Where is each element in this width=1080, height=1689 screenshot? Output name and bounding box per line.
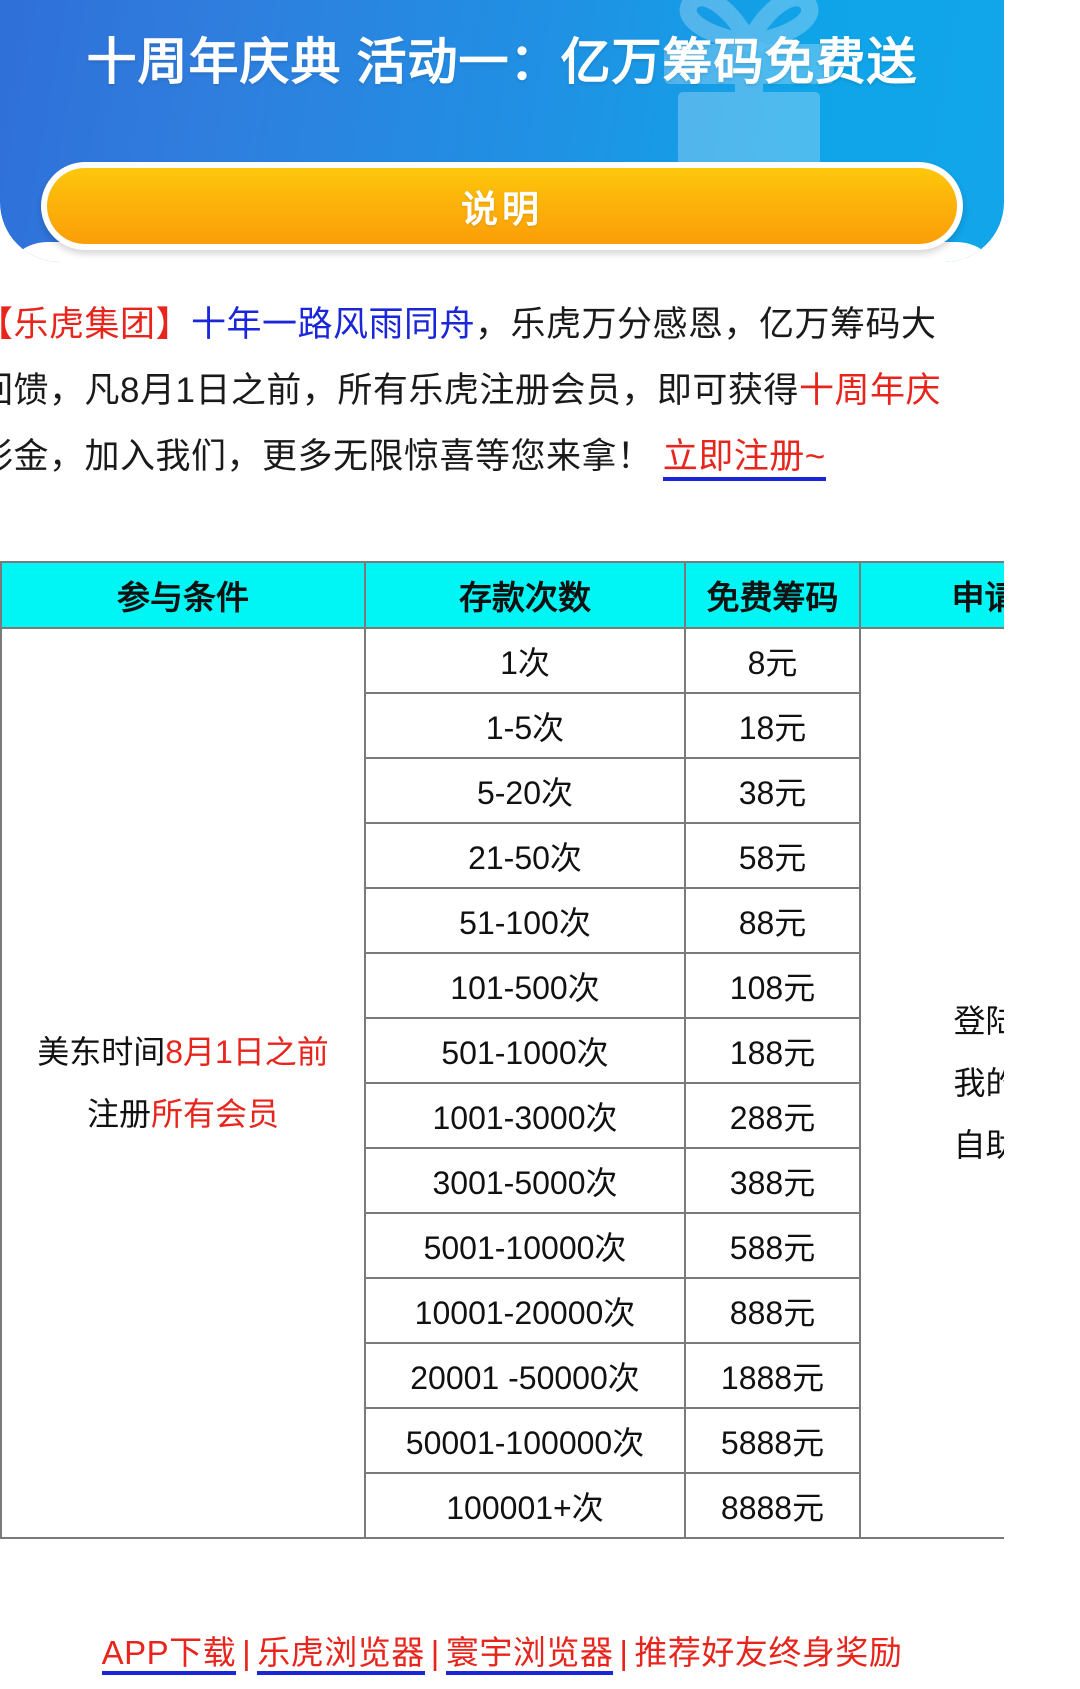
explain-button-frame: 说明 bbox=[41, 162, 963, 250]
page-title: 十周年庆典 活动一：亿万筹码免费送 bbox=[86, 34, 918, 90]
table-row: 100001+次 8888元 bbox=[1, 1472, 1004, 1539]
cell-free-chips: 5888元 bbox=[684, 1407, 861, 1474]
cell-deposit-count: 21-50次 bbox=[364, 822, 686, 889]
th-deposit-count: 存款次数 bbox=[364, 561, 686, 629]
table-row: 3001-5000次 388元 bbox=[1, 1147, 1004, 1214]
table-row: 美东时间8月1日之前注册所有会员1次8元登陆账户我的优惠自助提交 bbox=[0, 627, 1004, 1539]
table-row: 501-1000次 188元 bbox=[1, 1017, 1004, 1084]
cell-free-chips: 58元 bbox=[684, 822, 861, 889]
cell-free-chips: 18元 bbox=[684, 692, 861, 759]
cell-deposit-count: 10001-20000次 bbox=[364, 1277, 686, 1344]
cell-deposit-count: 1-5次 bbox=[364, 692, 686, 759]
table-row: 1001-3000次 288元 bbox=[1, 1082, 1004, 1149]
promo-description: 【乐虎集团】十年一路风雨同舟，乐虎万分感恩，亿万筹码大 回馈，凡8月1日之前，所… bbox=[0, 292, 1004, 490]
cell-free-chips: 1888元 bbox=[684, 1342, 861, 1409]
condition-deadline: 8月1日之前 bbox=[165, 1034, 329, 1070]
cell-deposit-count: 50001-100000次 bbox=[364, 1407, 686, 1474]
bonus-table: 参与条件 存款次数 免费筹码 申请方式 美东时间8月1日之前注册所有会员1次8元… bbox=[0, 561, 1004, 1539]
cell-deposit-count: 101-500次 bbox=[364, 952, 686, 1019]
table-row: 21-50次 58元 bbox=[1, 822, 1004, 889]
cell-free-chips: 888元 bbox=[684, 1277, 861, 1344]
cell-free-chips: 8元 bbox=[684, 627, 861, 694]
cell-deposit-count: 100001+次 bbox=[364, 1472, 686, 1539]
th-apply-method: 申请方式 bbox=[859, 561, 1004, 629]
cell-free-chips: 38元 bbox=[684, 757, 861, 824]
table-row: 20001 -50000次 1888元 bbox=[1, 1342, 1004, 1409]
cell-free-chips: 188元 bbox=[684, 1017, 861, 1084]
description-line-3: 彩金，加入我们，更多无限惊喜等您来拿！ 立即注册~ bbox=[0, 424, 1004, 490]
cell-free-chips: 88元 bbox=[684, 887, 861, 954]
apply-line-3: 自助提交 bbox=[953, 1127, 1004, 1163]
footer-link-1[interactable]: APP下载 bbox=[101, 1634, 237, 1675]
cell-deposit-count: 20001 -50000次 bbox=[364, 1342, 686, 1409]
cell-deposit-count: 1次 bbox=[364, 627, 686, 694]
cell-free-chips: 588元 bbox=[684, 1212, 861, 1279]
anniversary-highlight: 十周年庆 bbox=[798, 371, 941, 410]
footer-link-4[interactable]: 推荐好友终身奖励 bbox=[634, 1634, 903, 1671]
table-row: 5001-10000次 588元 bbox=[1, 1212, 1004, 1279]
th-free-chips: 免费筹码 bbox=[684, 561, 861, 629]
group-name: 【乐虎集团】 bbox=[0, 305, 192, 344]
cell-free-chips: 388元 bbox=[684, 1147, 861, 1214]
table-row: 1-5次 18元 bbox=[1, 692, 1004, 759]
footer-link-2[interactable]: 乐虎浏览器 bbox=[257, 1634, 425, 1675]
table-row: 10001-20000次 888元 bbox=[1, 1277, 1004, 1344]
apply-method-cell: 登陆账户我的优惠自助提交 bbox=[859, 627, 1004, 1539]
condition-timezone: 美东时间 bbox=[37, 1034, 166, 1070]
cell-free-chips: 8888元 bbox=[684, 1472, 861, 1539]
cell-free-chips: 108元 bbox=[684, 952, 861, 1019]
footer-separator: | bbox=[242, 1634, 252, 1671]
footer-link-3[interactable]: 寰宇浏览器 bbox=[445, 1634, 614, 1675]
table-row: 101-500次 108元 bbox=[1, 952, 1004, 1019]
apply-line-1: 登陆账户 bbox=[953, 1003, 1004, 1039]
condition-line-2: 注册所有会员 bbox=[2, 1083, 364, 1145]
promo-page: 十周年庆典 活动一：亿万筹码免费送 说明 【乐虎集团】十年一路风雨同舟，乐虎万分… bbox=[0, 0, 1004, 1675]
slogan-text: 十年一路风雨同舟 bbox=[191, 305, 476, 344]
description-line-2-pre: 回馈，凡8月1日之前，所有乐虎注册会员，即可获得 bbox=[0, 371, 799, 410]
th-condition: 参与条件 bbox=[0, 561, 366, 629]
condition-members: 所有会员 bbox=[151, 1096, 280, 1132]
cell-deposit-count: 51-100次 bbox=[364, 887, 686, 954]
table-row: 50001-100000次 5888元 bbox=[1, 1407, 1004, 1474]
table-row: 51-100次 88元 bbox=[1, 887, 1004, 954]
cell-free-chips: 288元 bbox=[684, 1082, 861, 1149]
cell-deposit-count: 5001-10000次 bbox=[364, 1212, 686, 1279]
cell-deposit-count: 5-20次 bbox=[364, 757, 686, 824]
apply-line-2: 我的优惠 bbox=[953, 1065, 1004, 1101]
footer-links: APP下载 | 乐虎浏览器 | 寰宇浏览器 | 推荐好友终身奖励 bbox=[0, 1626, 1004, 1675]
description-line-2: 回馈，凡8月1日之前，所有乐虎注册会员，即可获得十周年庆 bbox=[0, 358, 1004, 424]
register-now-link[interactable]: 立即注册~ bbox=[662, 437, 826, 481]
cell-deposit-count: 3001-5000次 bbox=[364, 1147, 686, 1214]
description-line-3-pre: 彩金，加入我们，更多无限惊喜等您来拿！ bbox=[0, 437, 663, 476]
description-line-1-rest: ，乐虎万分感恩，亿万筹码大 bbox=[475, 305, 937, 344]
cell-deposit-count: 1001-3000次 bbox=[364, 1082, 686, 1149]
description-line-1: 【乐虎集团】十年一路风雨同舟，乐虎万分感恩，亿万筹码大 bbox=[0, 292, 1004, 358]
condition-cell: 美东时间8月1日之前 注册所有会员 bbox=[0, 627, 366, 1539]
condition-register: 注册 bbox=[86, 1096, 151, 1132]
footer-separator: | bbox=[430, 1634, 440, 1671]
bonus-table-container: 参与条件 存款次数 免费筹码 申请方式 美东时间8月1日之前注册所有会员1次8元… bbox=[0, 561, 1004, 1539]
explain-button[interactable]: 说明 bbox=[47, 168, 957, 244]
cell-deposit-count: 501-1000次 bbox=[364, 1017, 686, 1084]
footer-separator: | bbox=[619, 1634, 629, 1671]
table-header-row: 参与条件 存款次数 免费筹码 申请方式 bbox=[0, 561, 1004, 629]
condition-line-1: 美东时间8月1日之前 bbox=[2, 1021, 364, 1083]
table-row: 5-20次 38元 bbox=[1, 757, 1004, 824]
table-body: 美东时间8月1日之前注册所有会员1次8元登陆账户我的优惠自助提交1-5次18元5… bbox=[0, 627, 1004, 1539]
